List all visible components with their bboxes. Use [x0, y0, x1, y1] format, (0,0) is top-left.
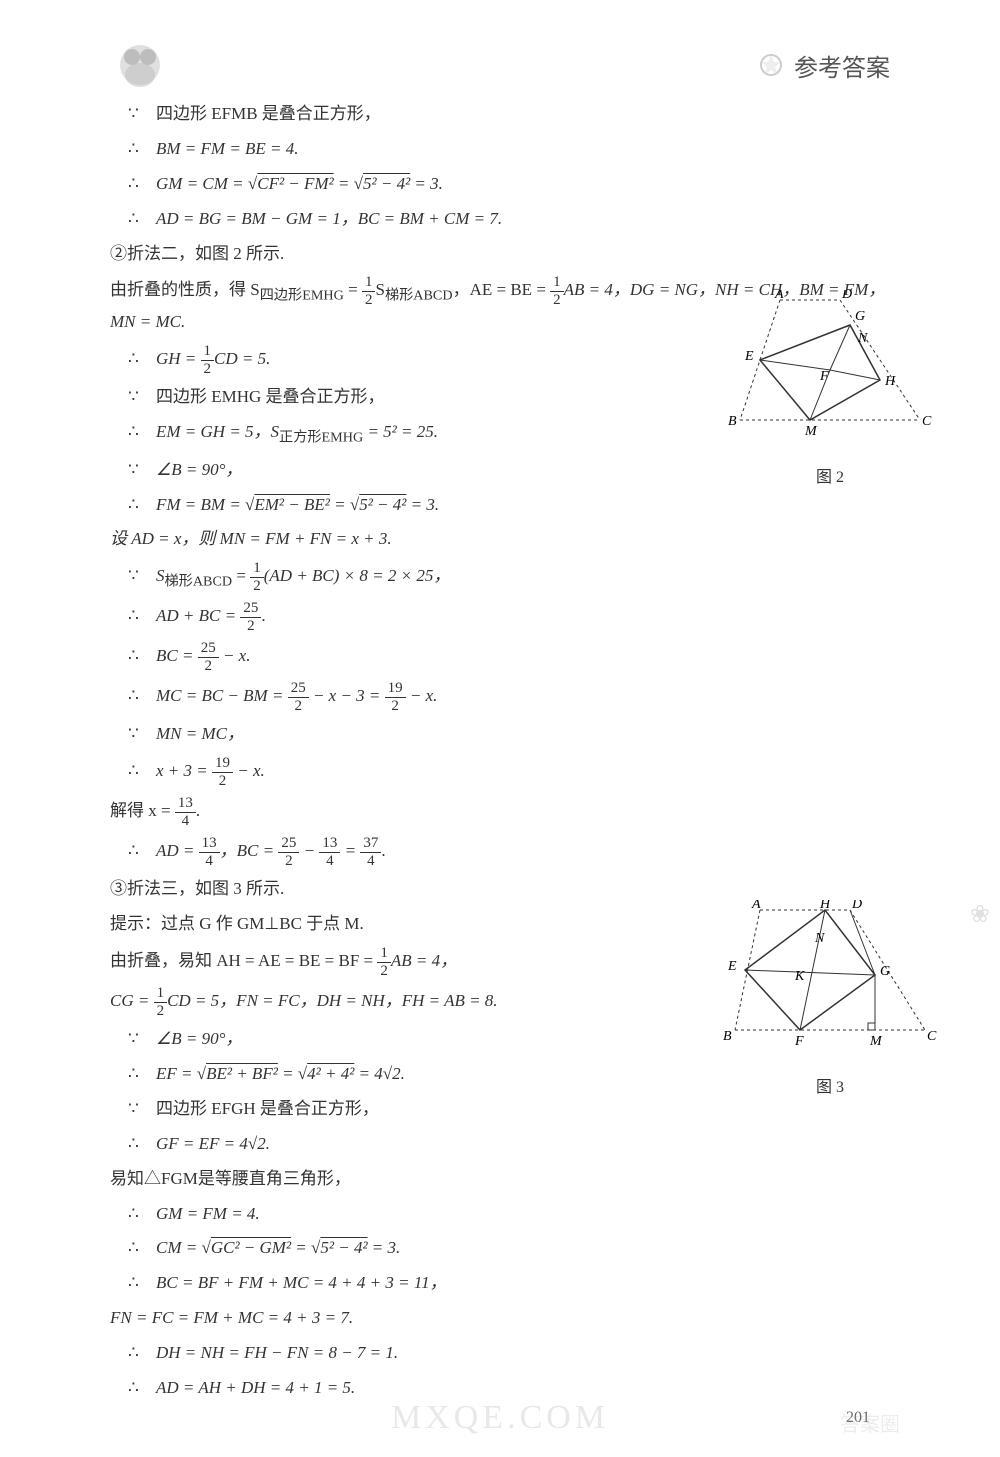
proof-line: ∴BC = 252 − x.	[110, 640, 910, 674]
svg-text:H: H	[884, 374, 896, 389]
content-area: ∵四边形 EFMB 是叠合正方形， ∴BM = FM = BE = 4. ∴GM…	[110, 100, 910, 1403]
svg-text:M: M	[869, 1034, 883, 1049]
proof-line: ∵S梯形ABCD = 12(AD + BC) × 8 = 2 × 25，	[110, 560, 910, 594]
svg-text:G: G	[855, 309, 865, 324]
proof-line: 解得 x = 134.	[110, 795, 910, 829]
proof-line: FN = FC = FM + MC = 4 + 3 = 7.	[110, 1304, 910, 1333]
svg-text:K: K	[794, 969, 805, 984]
proof-line: ∵MN = MC，	[110, 720, 910, 749]
watermark-secondary: 答案圈	[840, 1408, 900, 1437]
svg-text:M: M	[804, 424, 818, 439]
figure-3: A H D E B F M C G N K 图 3	[720, 900, 940, 1097]
proof-line: ∵四边形 EFGH 是叠合正方形，	[110, 1095, 910, 1124]
proof-line: ∴AD + BC = 252.	[110, 600, 910, 634]
svg-text:D: D	[841, 290, 852, 302]
proof-line: ∵四边形 EFMB 是叠合正方形，	[110, 100, 910, 129]
figure-2-caption: 图 2	[720, 463, 940, 487]
svg-text:B: B	[728, 414, 737, 429]
proof-line: ∴BM = FM = BE = 4.	[110, 135, 910, 164]
raccoon-icon	[110, 35, 170, 95]
page-title: 参考答案	[794, 48, 890, 83]
proof-line: 设 AD = x，则 MN = FM + FN = x + 3.	[110, 525, 910, 554]
svg-text:A: A	[751, 900, 761, 912]
page-header: 参考答案	[0, 30, 1000, 100]
svg-text:F: F	[794, 1034, 804, 1049]
proof-line: ∴MC = BC − BM = 252 − x − 3 = 192 − x.	[110, 680, 910, 714]
figure-3-caption: 图 3	[720, 1073, 940, 1097]
svg-text:A: A	[774, 290, 784, 302]
figure-3-svg: A H D E B F M C G N K	[720, 900, 940, 1060]
proof-line: ∴AD = 134，BC = 252 − 134 = 374.	[110, 835, 910, 869]
proof-line: ∴BC = BF + FM + MC = 4 + 4 + 3 = 11，	[110, 1269, 910, 1298]
proof-line: ∴GM = FM = 4.	[110, 1200, 910, 1229]
svg-text:C: C	[922, 414, 932, 429]
proof-line: ∴FM = BM = √EM² − BE² = √5² − 4² = 3.	[110, 491, 910, 520]
proof-line: ∴GF = EF = 4√2.	[110, 1130, 910, 1159]
because-symbol: ∵	[128, 100, 156, 129]
svg-text:E: E	[727, 959, 737, 974]
svg-text:N: N	[857, 331, 868, 346]
watermark: MXQE.COM	[391, 1399, 609, 1437]
proof-line: ②折法二，如图 2 所示.	[110, 240, 910, 269]
proof-line: ∴AD = BG = BM − GM = 1，BC = BM + CM = 7.	[110, 205, 910, 234]
figure-2-svg: A D B C E M H G N F	[720, 290, 940, 450]
svg-text:E: E	[744, 349, 754, 364]
svg-text:N: N	[814, 931, 825, 946]
proof-line: ∴CM = √GC² − GM² = √5² − 4² = 3.	[110, 1234, 910, 1263]
proof-line: ∴DH = NH = FH − FN = 8 − 7 = 1.	[110, 1339, 910, 1368]
svg-text:B: B	[723, 1029, 732, 1044]
proof-line: 易知△FGM是等腰直角三角形，	[110, 1165, 910, 1194]
side-decoration-icon: ❀	[970, 900, 990, 929]
svg-text:F: F	[819, 369, 829, 384]
proof-line: ∴GM = CM = √CF² − FM² = √5² − 4² = 3.	[110, 170, 910, 199]
decoration-icon	[756, 50, 786, 80]
svg-text:G: G	[880, 964, 890, 979]
figure-2: A D B C E M H G N F 图 2	[720, 290, 940, 487]
proof-line: ∴x + 3 = 192 − x.	[110, 755, 910, 789]
svg-text:C: C	[927, 1029, 937, 1044]
svg-text:D: D	[851, 900, 862, 912]
header-right: 参考答案	[756, 48, 890, 83]
therefore-symbol: ∴	[128, 135, 156, 164]
svg-text:H: H	[819, 900, 831, 912]
